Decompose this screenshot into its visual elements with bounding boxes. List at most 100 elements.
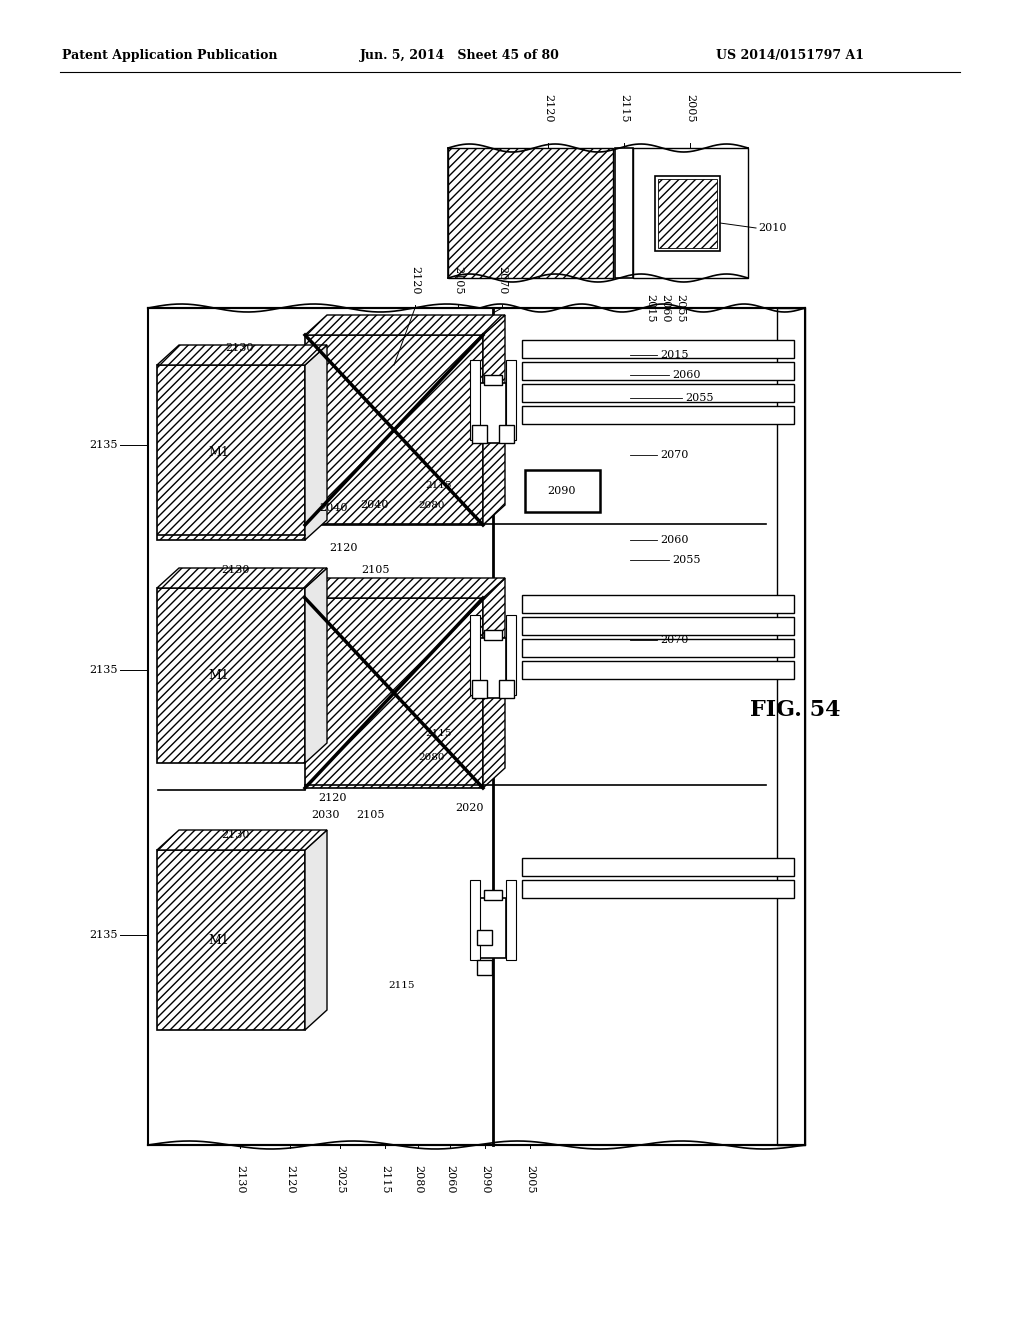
Bar: [472, 425, 487, 444]
Text: 2115: 2115: [618, 94, 629, 123]
Bar: [499, 425, 514, 444]
Polygon shape: [305, 345, 327, 540]
Polygon shape: [157, 366, 305, 540]
Text: 2055: 2055: [685, 393, 714, 403]
Text: 2055: 2055: [672, 554, 700, 565]
Polygon shape: [305, 830, 327, 1030]
Text: 2090: 2090: [480, 1166, 490, 1193]
Text: Patent Application Publication: Patent Application Publication: [62, 49, 278, 62]
Text: 2115: 2115: [380, 1166, 390, 1193]
Text: M1: M1: [209, 669, 229, 682]
Bar: [506, 880, 516, 960]
Text: 2005: 2005: [685, 94, 695, 123]
Text: 2130: 2130: [221, 565, 249, 576]
Text: 2070: 2070: [497, 265, 507, 294]
Text: 2030: 2030: [311, 810, 340, 820]
Bar: [655, 176, 720, 251]
Text: 2055: 2055: [675, 294, 685, 322]
Text: FIG. 54: FIG. 54: [750, 700, 841, 721]
Bar: [522, 407, 794, 424]
Polygon shape: [483, 315, 505, 525]
Text: 2060: 2060: [660, 535, 688, 545]
Text: 2120: 2120: [285, 1166, 295, 1193]
Text: 2130: 2130: [225, 343, 254, 352]
Bar: [484, 890, 502, 900]
Bar: [522, 880, 794, 898]
Text: Jun. 5, 2014   Sheet 45 of 80: Jun. 5, 2014 Sheet 45 of 80: [360, 49, 560, 62]
Bar: [522, 616, 794, 635]
Text: 2135: 2135: [89, 665, 118, 675]
Text: 2105: 2105: [453, 265, 463, 294]
Text: 2015: 2015: [645, 294, 655, 322]
Text: 2060: 2060: [660, 294, 670, 322]
Bar: [633, 148, 748, 279]
Text: 2060: 2060: [672, 370, 700, 380]
Bar: [480, 383, 506, 444]
Text: 2115: 2115: [426, 480, 452, 490]
Bar: [449, 148, 613, 279]
Text: 2120: 2120: [330, 543, 358, 553]
Bar: [522, 661, 794, 678]
Text: US 2014/0151797 A1: US 2014/0151797 A1: [716, 49, 864, 62]
Text: 2115: 2115: [426, 729, 452, 738]
Text: 2120: 2120: [543, 94, 553, 123]
Bar: [506, 615, 516, 696]
Text: 2060: 2060: [445, 1166, 455, 1193]
Text: 2040: 2040: [360, 500, 388, 510]
Bar: [615, 148, 633, 279]
Bar: [484, 630, 502, 640]
Text: 2090: 2090: [548, 486, 577, 496]
Text: 2040: 2040: [319, 503, 348, 513]
Polygon shape: [305, 578, 505, 598]
Polygon shape: [305, 568, 327, 763]
Bar: [522, 341, 794, 358]
Polygon shape: [157, 345, 327, 366]
Bar: [522, 595, 794, 612]
Text: 2120: 2120: [410, 265, 420, 294]
Text: 2135: 2135: [89, 931, 118, 940]
Bar: [658, 180, 717, 248]
Text: 2115: 2115: [388, 981, 415, 990]
Bar: [525, 470, 600, 512]
Polygon shape: [157, 850, 305, 1030]
Text: 2080: 2080: [419, 754, 445, 763]
Bar: [777, 308, 805, 1144]
Polygon shape: [157, 587, 305, 763]
Bar: [477, 960, 492, 975]
Bar: [480, 638, 506, 698]
Bar: [470, 615, 480, 696]
Bar: [522, 639, 794, 657]
Bar: [477, 931, 492, 945]
Text: 2105: 2105: [356, 810, 385, 820]
Bar: [472, 680, 487, 698]
Text: 2010: 2010: [758, 223, 786, 234]
Text: 2015: 2015: [660, 350, 688, 360]
Text: 2130: 2130: [234, 1166, 245, 1193]
Text: 2070: 2070: [660, 635, 688, 645]
Bar: [522, 858, 794, 876]
Bar: [470, 360, 480, 440]
Bar: [522, 362, 794, 380]
Text: 2020: 2020: [455, 803, 483, 813]
Bar: [522, 384, 794, 403]
Text: 2080: 2080: [419, 500, 445, 510]
Polygon shape: [483, 578, 505, 788]
Bar: [499, 680, 514, 698]
Text: M1: M1: [209, 933, 229, 946]
Text: 2080: 2080: [413, 1166, 423, 1193]
Text: 2005: 2005: [525, 1166, 535, 1193]
Polygon shape: [305, 335, 483, 525]
Bar: [470, 880, 480, 960]
Text: 2105: 2105: [361, 565, 390, 576]
Text: 2025: 2025: [335, 1166, 345, 1193]
Bar: [484, 375, 502, 385]
Polygon shape: [305, 315, 505, 335]
Bar: [480, 898, 506, 958]
Bar: [506, 360, 516, 440]
Polygon shape: [157, 568, 327, 587]
Text: 2070: 2070: [660, 450, 688, 459]
Polygon shape: [157, 830, 327, 850]
Text: M1: M1: [209, 446, 229, 459]
Polygon shape: [305, 598, 483, 788]
Text: 2120: 2120: [318, 793, 347, 803]
